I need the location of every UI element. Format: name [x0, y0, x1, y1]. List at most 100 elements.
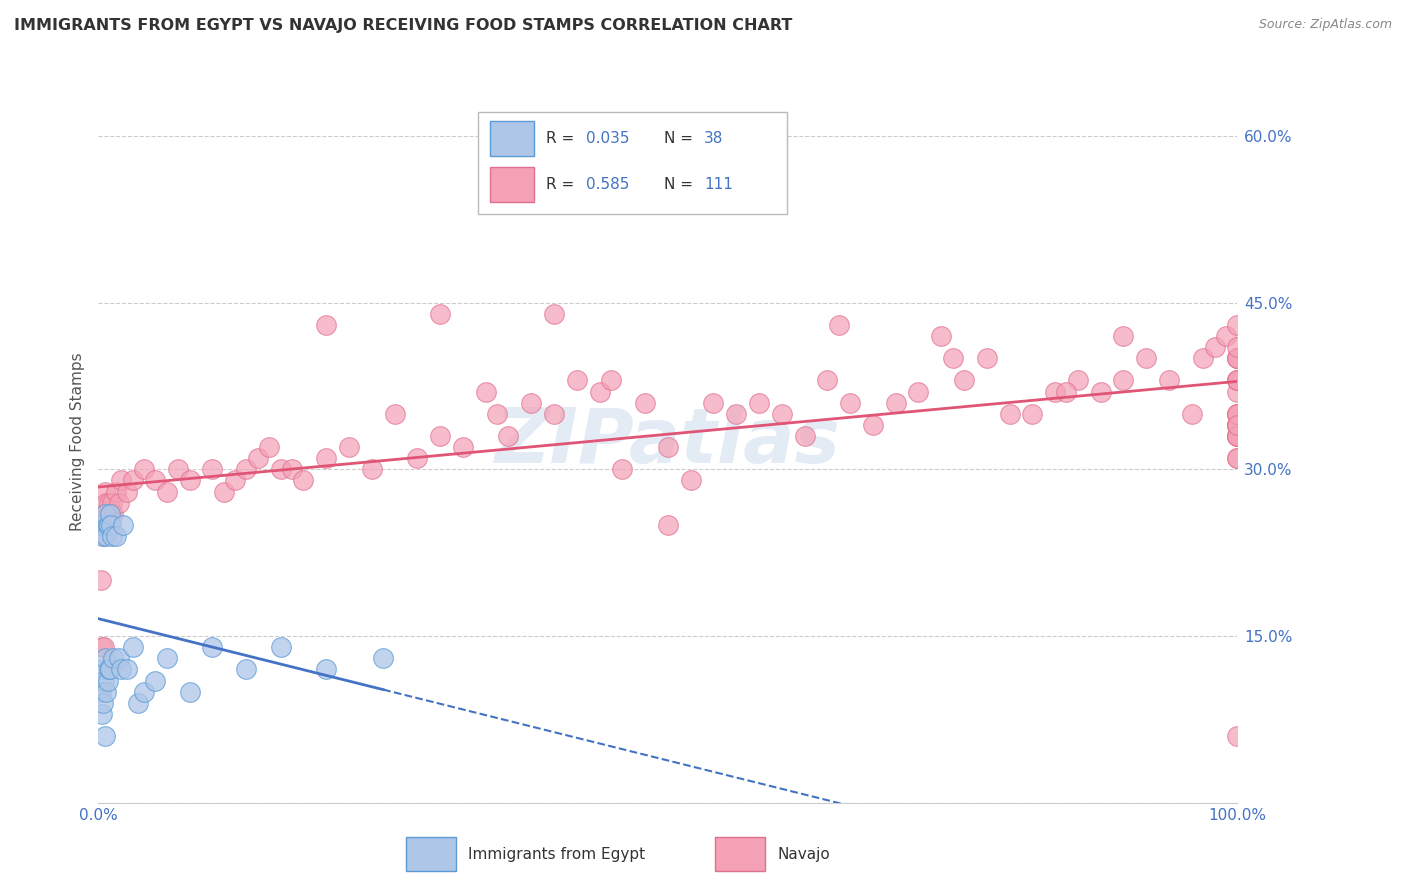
- Point: [520, 395, 543, 409]
- Point: [588, 384, 610, 399]
- Point: [406, 451, 429, 466]
- Text: ZIPatlas: ZIPatlas: [495, 405, 841, 478]
- Point: [725, 407, 748, 421]
- Point: [97, 517, 120, 532]
- Point: [1226, 417, 1249, 432]
- Point: [97, 662, 120, 676]
- FancyBboxPatch shape: [716, 837, 765, 871]
- Point: [862, 417, 884, 432]
- Point: [600, 373, 623, 387]
- Point: [1226, 373, 1249, 387]
- Point: [104, 529, 127, 543]
- Point: [371, 651, 394, 665]
- Point: [1226, 351, 1249, 366]
- Point: [1226, 384, 1249, 399]
- Point: [1226, 407, 1249, 421]
- Point: [145, 673, 167, 688]
- Y-axis label: Receiving Food Stamps: Receiving Food Stamps: [69, 352, 84, 531]
- Point: [929, 329, 952, 343]
- Point: [1226, 417, 1249, 432]
- Point: [1067, 373, 1090, 387]
- Point: [235, 662, 257, 676]
- Text: 0.585: 0.585: [586, 177, 630, 192]
- Point: [474, 384, 496, 399]
- Point: [702, 395, 724, 409]
- Point: [93, 673, 115, 688]
- Point: [714, 128, 737, 143]
- Point: [884, 395, 907, 409]
- Point: [94, 729, 117, 743]
- Point: [110, 662, 132, 676]
- Point: [657, 517, 679, 532]
- Point: [976, 351, 998, 366]
- Point: [1226, 451, 1249, 466]
- Point: [156, 651, 179, 665]
- Point: [543, 307, 565, 321]
- Point: [281, 462, 304, 476]
- Point: [360, 462, 382, 476]
- Point: [1226, 318, 1249, 332]
- Text: 38: 38: [704, 130, 723, 145]
- Point: [1226, 407, 1249, 421]
- Point: [1226, 729, 1249, 743]
- Point: [179, 474, 201, 488]
- Point: [201, 640, 224, 655]
- Point: [451, 440, 474, 454]
- Point: [97, 496, 120, 510]
- Point: [384, 407, 406, 421]
- Point: [839, 395, 862, 409]
- Text: 0.035: 0.035: [586, 130, 630, 145]
- Text: Source: ZipAtlas.com: Source: ZipAtlas.com: [1258, 18, 1392, 31]
- Point: [103, 507, 125, 521]
- Text: 111: 111: [704, 177, 733, 192]
- Point: [93, 640, 115, 655]
- Point: [1215, 329, 1237, 343]
- Point: [96, 517, 118, 532]
- Point: [1226, 451, 1249, 466]
- Point: [1226, 407, 1249, 421]
- Point: [96, 517, 118, 532]
- Point: [246, 451, 269, 466]
- Point: [101, 496, 124, 510]
- Point: [132, 462, 155, 476]
- Point: [1226, 417, 1249, 432]
- Point: [1043, 384, 1066, 399]
- Point: [337, 440, 360, 454]
- Point: [1090, 384, 1112, 399]
- Point: [98, 662, 121, 676]
- Point: [93, 517, 115, 532]
- Point: [748, 395, 770, 409]
- Point: [1054, 384, 1078, 399]
- FancyBboxPatch shape: [406, 837, 456, 871]
- FancyBboxPatch shape: [491, 167, 534, 202]
- Point: [998, 407, 1021, 421]
- Point: [770, 407, 793, 421]
- Point: [90, 640, 112, 655]
- Point: [212, 484, 235, 499]
- Point: [1226, 373, 1249, 387]
- Point: [96, 673, 118, 688]
- Point: [1226, 429, 1249, 443]
- Text: R =: R =: [546, 177, 579, 192]
- Point: [657, 440, 679, 454]
- Point: [815, 373, 838, 387]
- FancyBboxPatch shape: [491, 120, 534, 155]
- Point: [91, 507, 114, 521]
- Point: [104, 484, 127, 499]
- Point: [110, 474, 132, 488]
- Point: [108, 651, 131, 665]
- Point: [179, 684, 201, 698]
- FancyBboxPatch shape: [478, 112, 787, 214]
- Point: [679, 474, 702, 488]
- Point: [486, 407, 509, 421]
- Point: [98, 507, 121, 521]
- Point: [828, 318, 851, 332]
- Text: IMMIGRANTS FROM EGYPT VS NAVAJO RECEIVING FOOD STAMPS CORRELATION CHART: IMMIGRANTS FROM EGYPT VS NAVAJO RECEIVIN…: [14, 18, 793, 33]
- Point: [612, 462, 634, 476]
- Point: [270, 640, 292, 655]
- Point: [90, 529, 112, 543]
- Point: [91, 517, 114, 532]
- Point: [103, 651, 125, 665]
- Point: [259, 440, 281, 454]
- Point: [224, 474, 246, 488]
